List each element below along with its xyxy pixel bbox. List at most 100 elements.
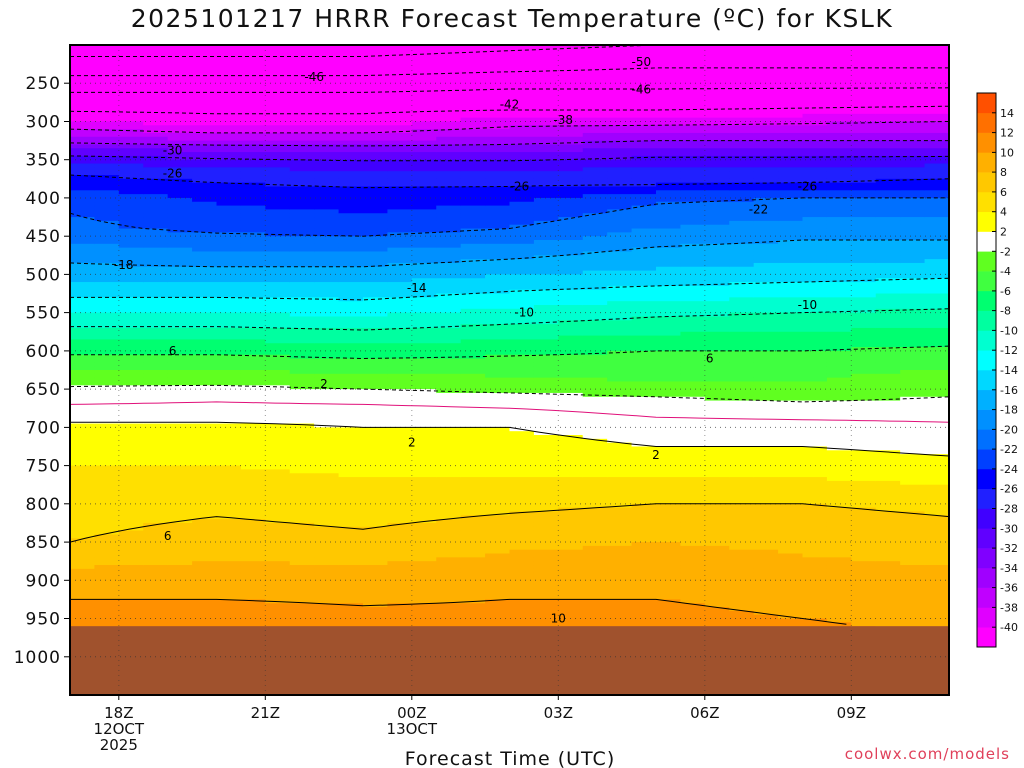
temperature-cell (656, 232, 682, 237)
temperature-cell (436, 148, 462, 153)
temperature-cell (729, 415, 755, 421)
temperature-cell (192, 274, 218, 279)
temperature-cell (704, 136, 730, 142)
temperature-cell (607, 190, 633, 195)
temperature-cell (729, 473, 755, 478)
temperature-cell (411, 171, 437, 176)
temperature-cell (70, 461, 96, 467)
temperature-cell (216, 163, 242, 168)
temperature-cell (192, 618, 218, 623)
temperature-cell (436, 136, 462, 142)
temperature-cell (533, 565, 559, 570)
temperature-cell (167, 90, 193, 96)
temperature-cell (436, 500, 462, 505)
temperature-cell (533, 79, 559, 84)
temperature-cell (729, 106, 755, 111)
temperature-cell (118, 159, 144, 165)
temperature-cell (704, 243, 730, 249)
temperature-cell (70, 343, 96, 348)
temperature-cell (680, 228, 706, 233)
temperature-cell (729, 335, 755, 341)
temperature-cell (558, 163, 584, 168)
temperature-cell (607, 121, 633, 126)
temperature-cell (509, 220, 535, 226)
temperature-cell (485, 167, 511, 172)
temperature-cell (582, 60, 608, 65)
temperature-cell (167, 148, 193, 153)
temperature-cell (167, 354, 193, 360)
temperature-cell (485, 618, 511, 623)
temperature-cell (436, 213, 462, 218)
temperature-cell (509, 205, 535, 211)
temperature-cell (509, 438, 535, 444)
temperature-cell (192, 71, 218, 77)
temperature-cell (607, 213, 633, 218)
temperature-cell (94, 148, 120, 153)
temperature-cell (94, 442, 120, 448)
temperature-cell (680, 125, 706, 130)
temperature-cell (729, 56, 755, 61)
temperature-cell (387, 408, 413, 413)
temperature-cell (607, 530, 633, 536)
temperature-cell (607, 285, 633, 291)
temperature-cell (216, 129, 242, 134)
temperature-cell (338, 236, 364, 241)
temperature-cell (265, 285, 291, 291)
temperature-cell (631, 232, 657, 237)
temperature-cell (436, 427, 462, 432)
temperature-cell (582, 595, 608, 601)
temperature-cell (656, 396, 682, 402)
temperature-cell (265, 209, 291, 214)
temperature-cell (729, 236, 755, 241)
temperature-cell (240, 217, 266, 222)
temperature-cell (558, 595, 584, 601)
temperature-cell (167, 224, 193, 230)
temperature-cell (289, 113, 315, 119)
temperature-cell (363, 110, 389, 115)
temperature-cell (338, 228, 364, 233)
temperature-cell (411, 282, 437, 287)
temperature-cell (436, 339, 462, 344)
temperature-cell (558, 266, 584, 272)
temperature-cell (363, 178, 389, 184)
temperature-cell (753, 163, 779, 168)
temperature-cell (118, 274, 144, 279)
temperature-cell (143, 358, 169, 363)
temperature-cell (240, 350, 266, 356)
temperature-cell (753, 587, 779, 593)
temperature-cell (680, 423, 706, 428)
temperature-cell (192, 507, 218, 513)
temperature-cell (289, 94, 315, 100)
temperature-cell (607, 580, 633, 585)
temperature-cell (460, 477, 486, 482)
temperature-cell (192, 603, 218, 608)
temperature-cell (631, 278, 657, 283)
temperature-cell (70, 442, 96, 448)
temperature-cell (460, 377, 486, 383)
temperature-cell (436, 228, 462, 233)
temperature-cell (314, 446, 340, 451)
temperature-cell (216, 152, 242, 157)
temperature-cell (485, 473, 511, 478)
temperature-cell (704, 515, 730, 520)
temperature-cell (607, 232, 633, 237)
temperature-cell (509, 144, 535, 149)
temperature-cell (387, 534, 413, 539)
temperature-cell (338, 457, 364, 463)
temperature-cell (363, 102, 389, 107)
temperature-cell (94, 45, 120, 50)
temperature-cell (411, 385, 437, 390)
temperature-cell (314, 526, 340, 532)
temperature-cell (314, 339, 340, 344)
temperature-cell (485, 614, 511, 620)
temperature-cell (704, 370, 730, 375)
temperature-cell (680, 565, 706, 570)
temperature-cell (411, 553, 437, 558)
temperature-cell (460, 603, 486, 608)
temperature-cell (143, 427, 169, 432)
temperature-cell (436, 412, 462, 417)
temperature-cell (265, 144, 291, 149)
temperature-cell (363, 538, 389, 543)
temperature-cell (167, 83, 193, 88)
temperature-cell (411, 67, 437, 73)
